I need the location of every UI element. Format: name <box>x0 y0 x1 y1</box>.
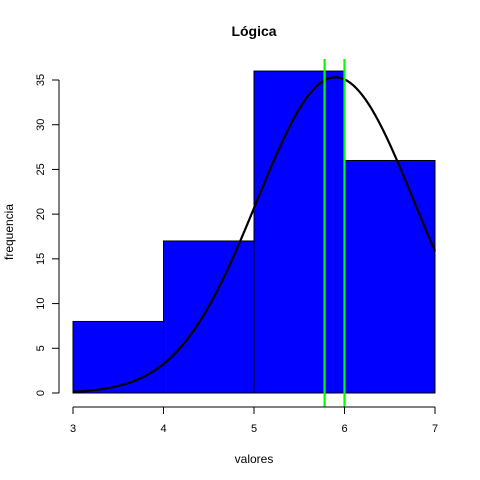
x-tick-label: 3 <box>70 423 76 435</box>
y-tick-label: 35 <box>35 74 47 86</box>
histogram-bar <box>344 159 436 394</box>
y-tick-label: 25 <box>35 163 47 175</box>
histogram-bar <box>163 240 255 394</box>
x-axis: 3 4 5 6 7 <box>70 406 438 435</box>
y-tick-label: 20 <box>35 208 47 220</box>
y-tick-label: 30 <box>35 119 47 131</box>
x-axis-label: valores <box>235 452 274 466</box>
histogram-bar <box>72 320 164 394</box>
x-tick-label: 4 <box>160 423 166 435</box>
y-tick-label: 15 <box>35 253 47 265</box>
vertical-lines <box>323 59 346 407</box>
curve-layer <box>72 76 437 393</box>
y-axis-label: frequencia <box>2 204 16 260</box>
y-tick-label: 5 <box>35 345 47 351</box>
x-tick-label: 7 <box>432 423 438 435</box>
x-tick-label: 6 <box>341 423 347 435</box>
y-tick-label: 10 <box>35 297 47 309</box>
density-curve <box>72 76 437 393</box>
y-axis: 0 5 10 15 20 25 30 35 <box>35 74 60 396</box>
x-tick-label: 5 <box>251 423 257 435</box>
histogram-bar <box>253 70 345 394</box>
bars-group <box>72 70 436 394</box>
y-tick-label: 0 <box>35 390 47 396</box>
chart-title: Lógica <box>231 23 276 39</box>
